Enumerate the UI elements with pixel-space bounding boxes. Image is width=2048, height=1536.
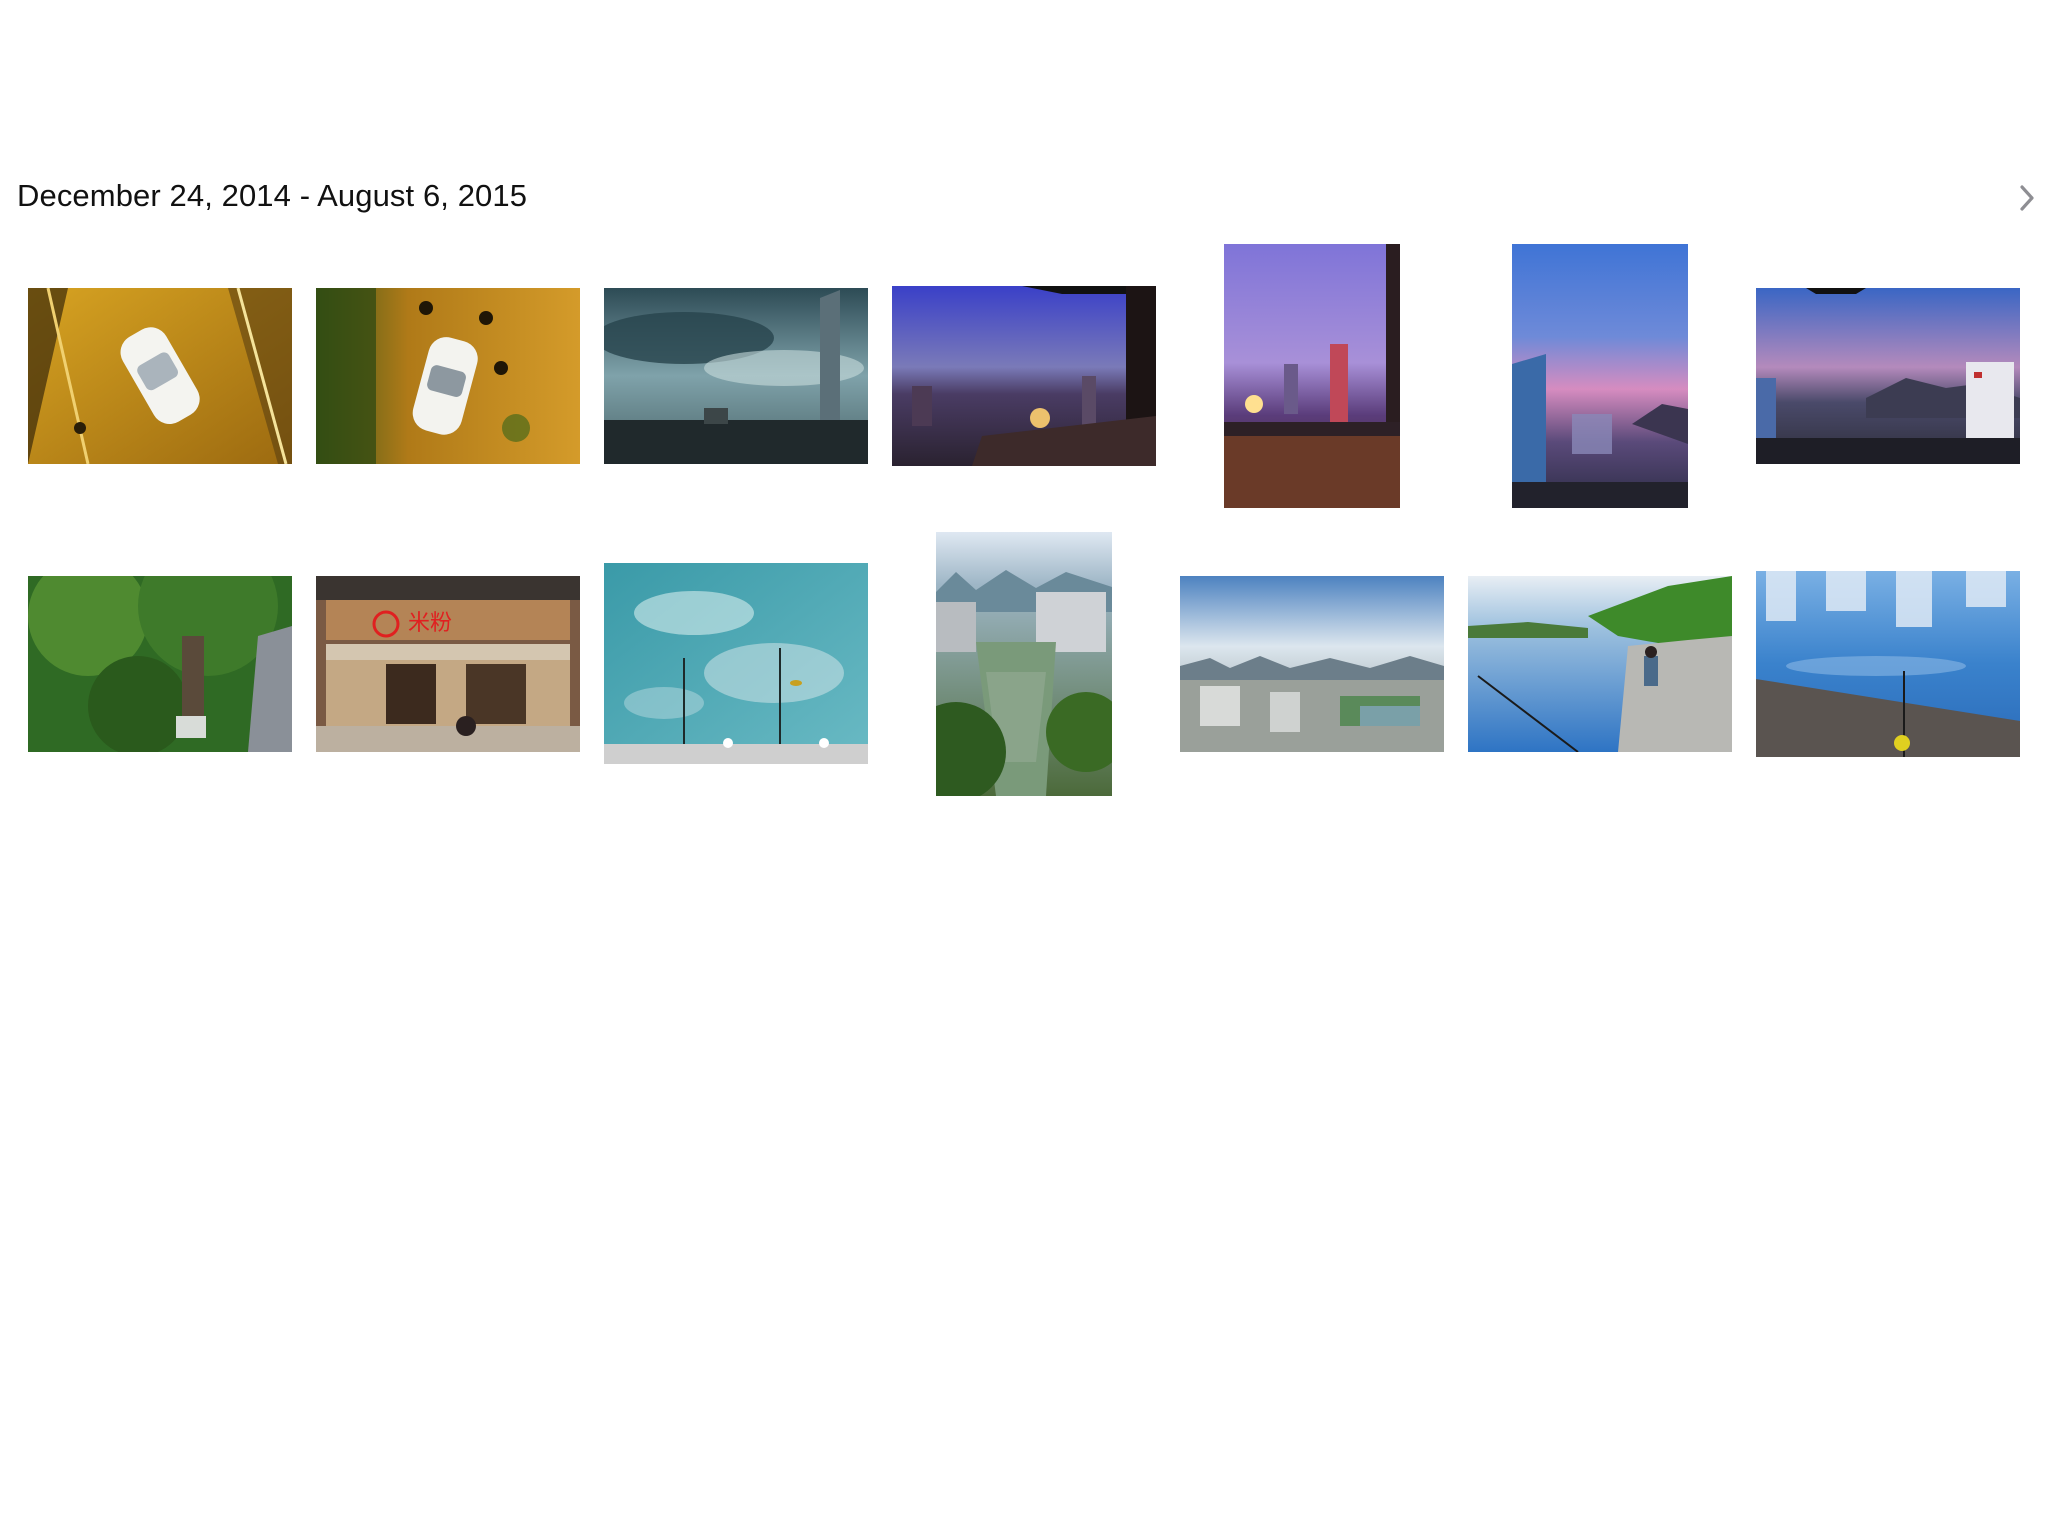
photo-thumbnail-7[interactable] <box>1756 288 2020 464</box>
photo-thumbnail-10[interactable] <box>604 563 868 764</box>
photo-thumbnail-12[interactable] <box>1180 576 1444 752</box>
photo-thumbnail-5[interactable] <box>1224 244 1400 508</box>
chevron-right-icon[interactable] <box>2010 176 2044 220</box>
photo-thumbnail-11[interactable] <box>936 532 1112 796</box>
photo-thumbnail-6[interactable] <box>1512 244 1688 508</box>
photo-thumbnail-14[interactable] <box>1756 571 2020 757</box>
collection-title: December 24, 2014 - August 6, 2015 <box>17 178 528 213</box>
photo-thumbnail-13[interactable] <box>1468 576 1732 752</box>
collection-header[interactable]: December 24, 2014 - August 6, 2015 <box>0 168 2048 228</box>
photo-thumbnail-2[interactable] <box>316 288 580 464</box>
photo-thumbnail-4[interactable] <box>892 286 1156 466</box>
photo-thumbnail-9[interactable]: 米粉 <box>316 576 580 752</box>
svg-text:米粉: 米粉 <box>408 611 452 636</box>
photo-thumbnail-3[interactable] <box>604 288 868 464</box>
photo-thumbnail-8[interactable] <box>28 576 292 752</box>
photo-thumbnail-1[interactable] <box>28 288 292 464</box>
